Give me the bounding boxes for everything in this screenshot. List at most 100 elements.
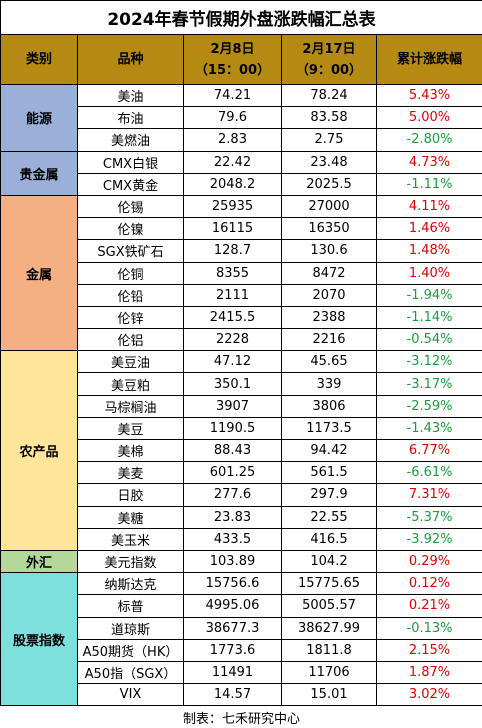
header-product: 品种	[78, 35, 184, 85]
category-cell: 贵金属	[1, 151, 78, 195]
value-feb17-cell: 2.75	[282, 129, 377, 151]
product-cell: 美麦	[78, 462, 184, 484]
value-feb8-cell: 2048.2	[184, 173, 282, 195]
value-feb8-cell: 14.57	[184, 684, 282, 706]
value-feb8-cell: 47.12	[184, 351, 282, 373]
value-feb8-cell: 25935	[184, 195, 282, 217]
value-feb8-cell: 4995.06	[184, 595, 282, 617]
value-feb17-cell: 2388	[282, 306, 377, 328]
value-feb17-cell: 2070	[282, 284, 377, 306]
value-feb17-cell: 1173.5	[282, 417, 377, 439]
header-change: 累计涨跌幅	[377, 35, 482, 85]
header-category: 类别	[1, 35, 78, 85]
product-cell: 美玉米	[78, 528, 184, 550]
value-feb17-cell: 104.2	[282, 550, 377, 572]
change-cell: 5.43%	[377, 85, 482, 107]
header-date2-line2: （9：00）	[282, 60, 376, 81]
product-cell: A50期货（HK）	[78, 639, 184, 661]
value-feb17-cell: 561.5	[282, 462, 377, 484]
product-cell: CMX白银	[78, 151, 184, 173]
product-cell: 布油	[78, 107, 184, 129]
value-feb17-cell: 5005.57	[282, 595, 377, 617]
value-feb17-cell: 297.9	[282, 484, 377, 506]
product-cell: 日胶	[78, 484, 184, 506]
product-cell: 美糖	[78, 506, 184, 528]
value-feb17-cell: 416.5	[282, 528, 377, 550]
value-feb17-cell: 11706	[282, 661, 377, 683]
change-cell: -5.37%	[377, 506, 482, 528]
footer-row: 制表：七禾研究中心	[1, 706, 482, 728]
table-title: 2024年春节假期外盘涨跌幅汇总表	[1, 1, 482, 35]
header-date2: 2月17日 （9：00）	[282, 35, 377, 85]
value-feb17-cell: 38627.99	[282, 617, 377, 639]
product-cell: VIX	[78, 684, 184, 706]
change-cell: -1.43%	[377, 417, 482, 439]
value-feb8-cell: 8355	[184, 262, 282, 284]
change-cell: 5.00%	[377, 107, 482, 129]
value-feb8-cell: 1773.6	[184, 639, 282, 661]
change-cell: 1.40%	[377, 262, 482, 284]
value-feb8-cell: 79.6	[184, 107, 282, 129]
title-row: 2024年春节假期外盘涨跌幅汇总表	[1, 1, 482, 35]
value-feb8-cell: 15756.6	[184, 573, 282, 595]
value-feb8-cell: 74.21	[184, 85, 282, 107]
header-date1-line1: 2月8日	[184, 39, 281, 60]
value-feb8-cell: 88.43	[184, 440, 282, 462]
product-cell: 美豆油	[78, 351, 184, 373]
product-cell: 伦铅	[78, 284, 184, 306]
category-cell: 股票指数	[1, 573, 78, 706]
change-cell: 4.73%	[377, 151, 482, 173]
value-feb17-cell: 2216	[282, 329, 377, 351]
product-cell: 美元指数	[78, 550, 184, 572]
category-cell: 外汇	[1, 550, 78, 572]
value-feb8-cell: 2111	[184, 284, 282, 306]
change-cell: -2.80%	[377, 129, 482, 151]
header-date1-line2: （15：00）	[184, 60, 281, 81]
value-feb8-cell: 2228	[184, 329, 282, 351]
product-cell: 伦镍	[78, 218, 184, 240]
value-feb17-cell: 78.24	[282, 85, 377, 107]
change-cell: 4.11%	[377, 195, 482, 217]
value-feb8-cell: 2.83	[184, 129, 282, 151]
value-feb8-cell: 22.42	[184, 151, 282, 173]
change-cell: -3.17%	[377, 373, 482, 395]
value-feb17-cell: 94.42	[282, 440, 377, 462]
value-feb17-cell: 23.48	[282, 151, 377, 173]
product-cell: 伦锌	[78, 306, 184, 328]
product-cell: SGX铁矿石	[78, 240, 184, 262]
product-cell: 伦铝	[78, 329, 184, 351]
value-feb17-cell: 2025.5	[282, 173, 377, 195]
header-date2-line1: 2月17日	[282, 39, 376, 60]
change-cell: 1.87%	[377, 661, 482, 683]
change-cell: -1.94%	[377, 284, 482, 306]
change-cell: 2.15%	[377, 639, 482, 661]
header-row: 类别 品种 2月8日 （15：00） 2月17日 （9：00） 累计涨跌幅	[1, 35, 482, 85]
change-cell: 3.02%	[377, 684, 482, 706]
value-feb17-cell: 22.55	[282, 506, 377, 528]
value-feb8-cell: 103.89	[184, 550, 282, 572]
category-cell: 能源	[1, 85, 78, 152]
product-cell: 美油	[78, 85, 184, 107]
change-cell: 0.21%	[377, 595, 482, 617]
change-cell: 1.46%	[377, 218, 482, 240]
category-cell: 金属	[1, 195, 78, 350]
category-cell: 农产品	[1, 351, 78, 551]
value-feb17-cell: 1811.8	[282, 639, 377, 661]
change-cell: -0.13%	[377, 617, 482, 639]
value-feb8-cell: 128.7	[184, 240, 282, 262]
value-feb17-cell: 15775.65	[282, 573, 377, 595]
value-feb8-cell: 11491	[184, 661, 282, 683]
product-cell: 道琼斯	[78, 617, 184, 639]
footer-credit: 制表：七禾研究中心	[1, 706, 482, 728]
change-cell: -2.59%	[377, 395, 482, 417]
value-feb17-cell: 27000	[282, 195, 377, 217]
value-feb8-cell: 2415.5	[184, 306, 282, 328]
change-cell: 1.48%	[377, 240, 482, 262]
product-cell: A50指（SGX）	[78, 661, 184, 683]
